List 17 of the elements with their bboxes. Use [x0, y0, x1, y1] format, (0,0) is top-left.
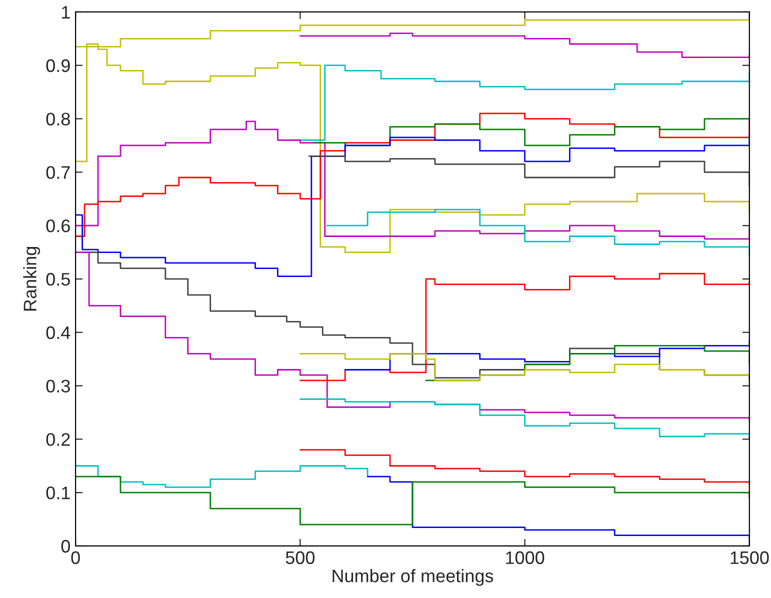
y-tick-label: 0.9 — [46, 59, 70, 72]
x-axis-title: Number of meetings — [332, 569, 494, 586]
y-tick-label: 0.2 — [46, 433, 70, 446]
x-tick-label: 1000 — [506, 551, 544, 564]
y-tick-label: 0.7 — [46, 166, 70, 179]
y-tick-label: 0.6 — [46, 220, 70, 232]
y-tick-label: 0.8 — [46, 112, 70, 126]
y-tick-label: 0.4 — [46, 326, 70, 340]
x-tick-label: 500 — [286, 551, 315, 564]
y-tick-label: 0.1 — [46, 486, 70, 500]
y-tick-label: 0 — [61, 540, 70, 553]
y-axis-title: Ranking — [23, 247, 40, 311]
x-tick-label: 1500 — [730, 551, 769, 564]
y-tick-label: 1 — [62, 6, 70, 18]
y-tick-label: 0.3 — [46, 380, 70, 392]
y-tick-label: 0.5 — [46, 272, 70, 286]
x-tick-label: 0 — [71, 551, 80, 564]
